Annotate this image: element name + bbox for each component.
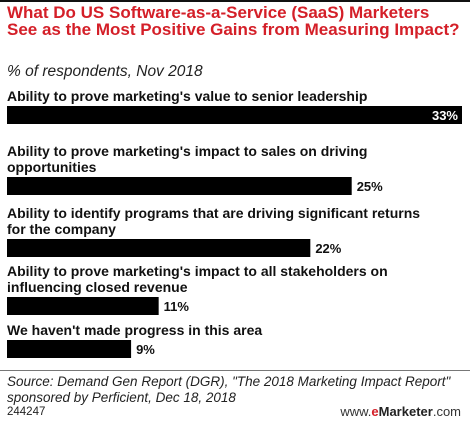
brand-e: e — [371, 404, 379, 419]
value-label: 22% — [315, 241, 341, 256]
brand-name: Marketer — [378, 404, 433, 419]
category-label: Ability to prove marketing's value to se… — [7, 88, 367, 104]
category-label: for the company — [7, 221, 116, 237]
category-label: opportunities — [7, 159, 97, 175]
value-label: 9% — [136, 342, 155, 357]
bar — [7, 297, 159, 315]
brand-www: www. — [340, 404, 372, 419]
bar — [7, 106, 462, 124]
chart-subtitle: % of respondents, Nov 2018 — [7, 63, 203, 80]
top-rule — [0, 0, 470, 2]
bar — [7, 177, 352, 195]
chart-title: What Do US Software-as-a-Service (SaaS) … — [7, 3, 460, 39]
value-label: 33% — [432, 108, 458, 123]
category-label: Ability to prove marketing's impact to s… — [7, 143, 367, 159]
category-label: We haven't made progress in this area — [7, 322, 262, 338]
chart-id: 244247 — [7, 406, 46, 418]
brand-tld: .com — [432, 404, 461, 419]
bar — [7, 340, 132, 358]
footer-rule — [0, 370, 470, 371]
bar — [7, 239, 311, 257]
value-label: 25% — [357, 179, 383, 194]
source-note: Source: Demand Gen Report (DGR), "The 20… — [7, 374, 451, 405]
bar-chart: Ability to prove marketing's value to se… — [7, 88, 462, 358]
value-label: 11% — [164, 299, 190, 314]
emarketer-logo[interactable]: www.eMarketer.com — [340, 404, 461, 419]
category-label: Ability to identify programs that are dr… — [7, 205, 420, 221]
category-label: influencing closed revenue — [7, 279, 188, 295]
category-label: Ability to prove marketing's impact to a… — [7, 263, 388, 279]
